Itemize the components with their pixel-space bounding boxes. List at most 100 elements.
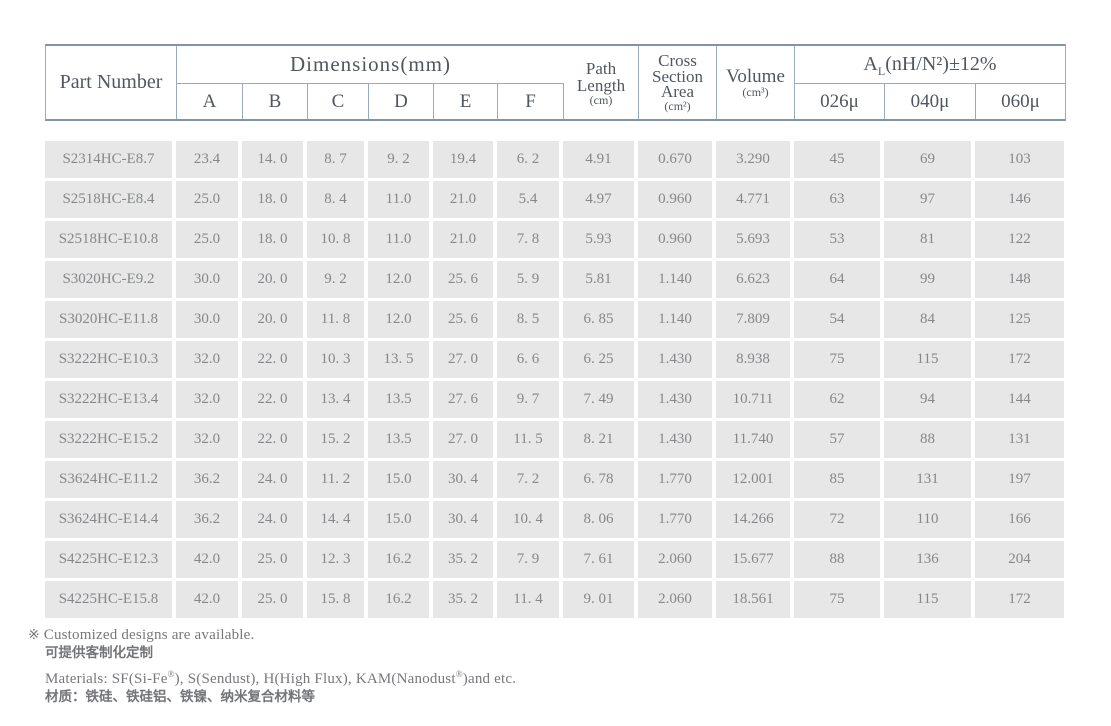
al-040-cell: 84: [884, 301, 975, 341]
al-026-cell: 54: [794, 301, 884, 341]
dim-a-cell: 32.0: [176, 381, 242, 421]
dim-b-cell: 14. 0: [242, 141, 307, 181]
table-row: S3020HC-E11.8 30.0 20. 0 11. 8 12.0 25. …: [45, 301, 1064, 341]
volume-cell: 18.561: [716, 581, 794, 621]
dim-e-cell: 25. 6: [433, 301, 497, 341]
al-040-cell: 97: [884, 181, 975, 221]
dim-b-cell: 20. 0: [242, 301, 307, 341]
path-length-cell: 6. 78: [563, 461, 638, 501]
col-header-a: A: [177, 84, 243, 119]
reference-mark-icon: ※: [28, 628, 40, 643]
dim-a-cell: 25.0: [176, 181, 242, 221]
dim-a-cell: 36.2: [176, 461, 242, 501]
dim-b-cell: 20. 0: [242, 261, 307, 301]
path-length-cell: 5.81: [563, 261, 638, 301]
dim-f-cell: 7. 8: [497, 221, 563, 261]
volume-cell: 11.740: [716, 421, 794, 461]
dim-d-cell: 13.5: [368, 381, 433, 421]
dim-e-cell: 30. 4: [433, 461, 497, 501]
dim-c-cell: 8. 4: [307, 181, 368, 221]
col-header-dimensions: Dimensions(mm): [177, 46, 564, 84]
al-060-cell: 166: [975, 501, 1064, 541]
dim-d-cell: 12.0: [368, 301, 433, 341]
al-026-cell: 64: [794, 261, 884, 301]
col-header-026u: 026μ: [795, 84, 885, 119]
col-header-cross-section: Cross Section Area (cm²): [639, 46, 717, 119]
part-number-cell: S3222HC-E15.2: [45, 421, 176, 461]
path-length-line1: Path: [585, 58, 617, 78]
col-header-part-number: Part Number: [46, 46, 177, 119]
dim-d-cell: 16.2: [368, 541, 433, 581]
cross-section-cell: 1.140: [638, 261, 716, 301]
cross-section-cell: 1.430: [638, 381, 716, 421]
table-row: S2518HC-E10.8 25.0 18. 0 10. 8 11.0 21.0…: [45, 221, 1064, 261]
table-row: S3624HC-E11.2 36.2 24. 0 11. 2 15.0 30. …: [45, 461, 1064, 501]
footnotes: ※ Customized designs are available. 可提供客…: [28, 627, 516, 706]
cross-section-line3: Area: [660, 82, 695, 102]
cross-section-line2: Section: [652, 66, 703, 86]
dim-a-cell: 32.0: [176, 341, 242, 381]
al-040-cell: 131: [884, 461, 975, 501]
al-060-cell: 122: [975, 221, 1064, 261]
col-header-040u: 040μ: [885, 84, 976, 119]
path-length-cell: 8. 21: [563, 421, 638, 461]
dim-e-cell: 25. 6: [433, 261, 497, 301]
al-label: AL(nH/N²)±12%: [863, 53, 997, 78]
custom-note-en: Customized designs are available.: [43, 627, 255, 643]
dim-a-cell: 32.0: [176, 421, 242, 461]
dim-b-cell: 25. 0: [242, 581, 307, 621]
part-number-cell: S3020HC-E9.2: [45, 261, 176, 301]
al-040-cell: 81: [884, 221, 975, 261]
part-number-cell: S4225HC-E12.3: [45, 541, 176, 581]
part-number-cell: S3020HC-E11.8: [45, 301, 176, 341]
table-row: S3020HC-E9.2 30.0 20. 0 9. 2 12.0 25. 6 …: [45, 261, 1064, 301]
materials-note-en: Materials: SF(Si-Fe®), S(Sendust), H(Hig…: [45, 669, 517, 688]
dim-a-cell: 42.0: [176, 541, 242, 581]
dim-a-cell: 42.0: [176, 581, 242, 621]
dim-c-cell: 11. 8: [307, 301, 368, 341]
dim-f-cell: 8. 5: [497, 301, 563, 341]
table-row: S3222HC-E13.4 32.0 22. 0 13. 4 13.5 27. …: [45, 381, 1064, 421]
table-row: S2314HC-E8.7 23.4 14. 0 8. 7 9. 2 19.4 6…: [45, 141, 1064, 181]
part-number-cell: S2314HC-E8.7: [45, 141, 176, 181]
dim-d-cell: 16.2: [368, 581, 433, 621]
col-header-volume: Volume (cm³): [717, 46, 795, 119]
table-header: Part Number Dimensions(mm) A B C D E F P…: [45, 44, 1066, 121]
cross-section-cell: 2.060: [638, 581, 716, 621]
al-040-cell: 94: [884, 381, 975, 421]
path-length-cell: 7. 49: [563, 381, 638, 421]
dim-e-cell: 21.0: [433, 221, 497, 261]
cross-section-cell: 1.770: [638, 461, 716, 501]
spec-table: Part Number Dimensions(mm) A B C D E F P…: [45, 44, 1066, 621]
volume-cell: 5.693: [716, 221, 794, 261]
volume-cell: 7.809: [716, 301, 794, 341]
volume-cell: 10.711: [716, 381, 794, 421]
path-length-cell: 8. 06: [563, 501, 638, 541]
dim-f-cell: 5. 9: [497, 261, 563, 301]
dim-c-cell: 12. 3: [307, 541, 368, 581]
dim-d-cell: 12.0: [368, 261, 433, 301]
col-header-d: D: [369, 84, 434, 119]
dim-f-cell: 10. 4: [497, 501, 563, 541]
cross-section-cell: 2.060: [638, 541, 716, 581]
col-header-060u: 060μ: [1001, 90, 1040, 112]
dim-b-cell: 22. 0: [242, 381, 307, 421]
col-header-c: C: [308, 84, 369, 119]
path-length-cell: 6. 85: [563, 301, 638, 341]
dim-f-cell: 11. 4: [497, 581, 563, 621]
path-length-unit: (cm): [589, 92, 613, 107]
table-row: S3222HC-E15.2 32.0 22. 0 15. 2 13.5 27. …: [45, 421, 1064, 461]
part-number-cell: S3624HC-E11.2: [45, 461, 176, 501]
materials-note: Materials: SF(Si-Fe®), S(Sendust), H(Hig…: [45, 669, 517, 706]
part-number-cell: S3222HC-E13.4: [45, 381, 176, 421]
table-row: S4225HC-E15.8 42.0 25. 0 15. 8 16.2 35. …: [45, 581, 1064, 621]
dim-c-cell: 10. 3: [307, 341, 368, 381]
part-number-cell: S3624HC-E14.4: [45, 501, 176, 541]
table-body: S2314HC-E8.7 23.4 14. 0 8. 7 9. 2 19.4 6…: [45, 141, 1064, 621]
dim-a-cell: 23.4: [176, 141, 242, 181]
path-length-cell: 5.93: [563, 221, 638, 261]
col-header-al: AL(nH/N²)±12%: [795, 46, 1065, 84]
al-026-cell: 63: [794, 181, 884, 221]
al-040-cell: 136: [884, 541, 975, 581]
